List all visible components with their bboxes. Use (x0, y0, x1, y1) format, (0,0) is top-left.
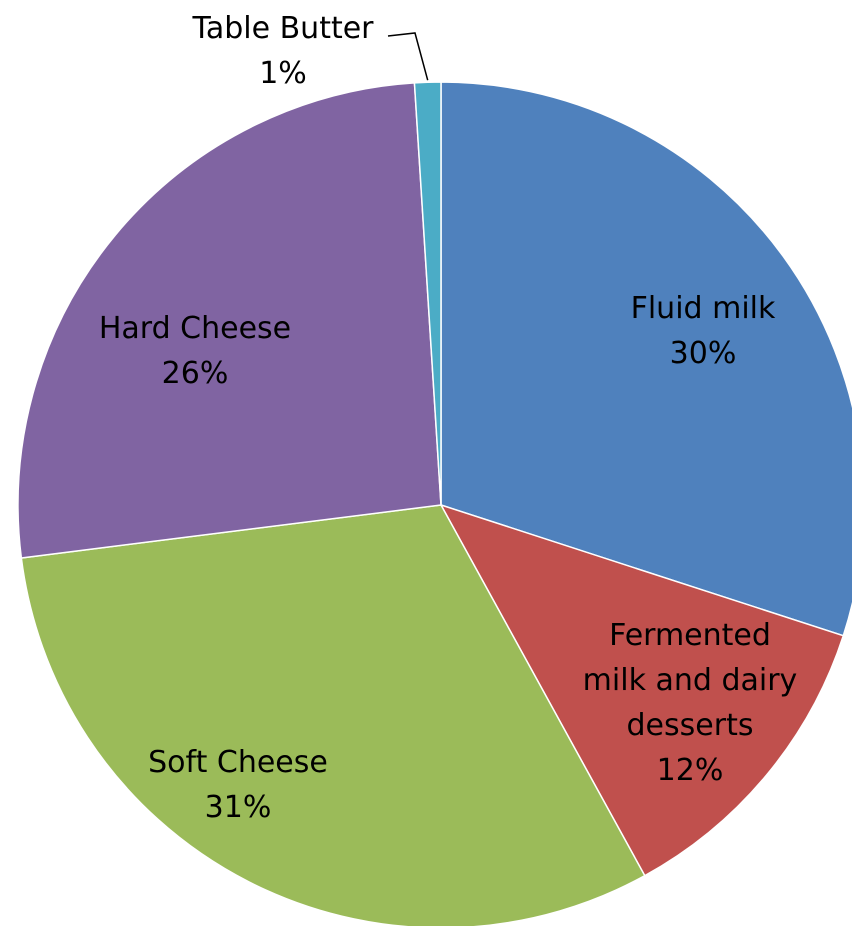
pie-labels: Fluid milk 30% Fermented milk and dairy dess… (99, 11, 797, 825)
pie-slice-hard-cheese (17, 82, 442, 559)
pie-label-name: desserts (627, 708, 754, 743)
pie-slices (17, 81, 852, 926)
pie-label-name: Fermented (609, 618, 771, 653)
pie-label-name: milk and dairy (583, 663, 798, 698)
pie-label-name: Table Butter (191, 11, 374, 46)
pie-slice-fluid-milk (440, 81, 852, 637)
pie-label-name: Fluid milk (631, 291, 776, 326)
pie-label-hard-cheese: Hard Cheese 26% (99, 311, 291, 391)
pie-label-percent: 12% (657, 753, 724, 788)
pie-label-table-butter: Table Butter 1% (191, 11, 374, 91)
pie-label-soft-cheese: Soft Cheese 31% (148, 745, 328, 825)
pie-label-fluid-milk: Fluid milk 30% (631, 291, 776, 371)
pie-label-percent: 30% (670, 336, 737, 371)
pie-label-name: Hard Cheese (99, 311, 291, 346)
pie-label-percent: 26% (162, 356, 229, 391)
pie-slice-soft-cheese (20, 504, 646, 926)
pie-label-name: Soft Cheese (148, 745, 328, 780)
leader-line-table-butter (387, 32, 429, 81)
pie-slice-fermented-milk-and-dairy-desserts (439, 503, 845, 877)
pie-label-fermented-milk-and-dairy-desserts: Fermented milk and dairy desserts 12% (583, 618, 798, 788)
pie-slice-table-butter (413, 81, 442, 506)
pie-label-percent: 1% (259, 56, 307, 91)
pie-label-percent: 31% (205, 790, 272, 825)
